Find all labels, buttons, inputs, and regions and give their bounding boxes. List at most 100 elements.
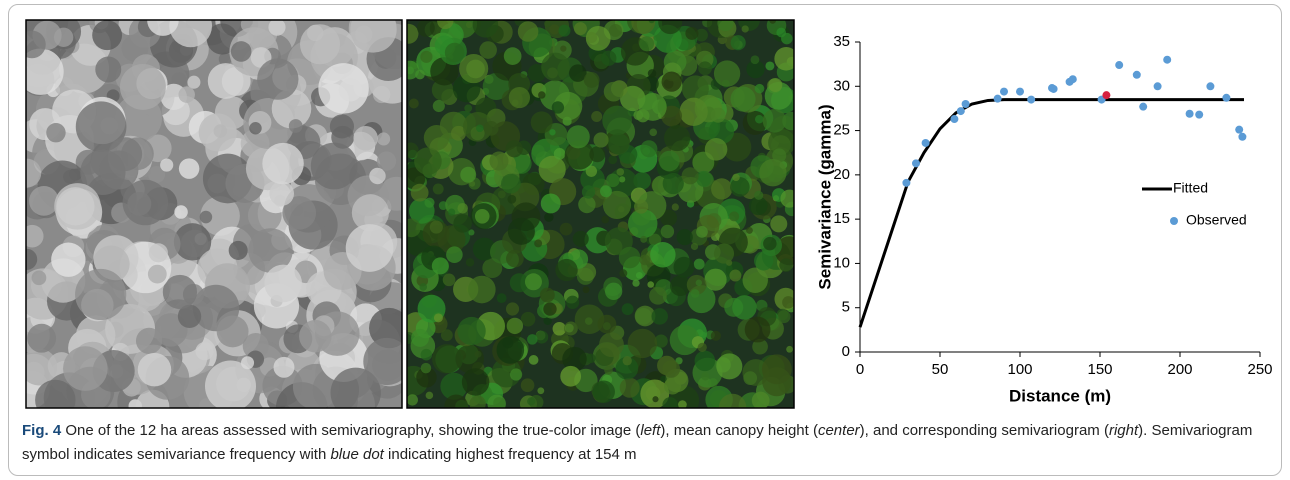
- crown: [616, 168, 624, 176]
- crown: [414, 147, 442, 175]
- crown: [241, 356, 254, 369]
- crown: [510, 368, 522, 380]
- crown: [765, 61, 774, 70]
- crown: [437, 13, 453, 29]
- crown: [123, 180, 169, 226]
- crown: [759, 159, 786, 186]
- crown: [459, 54, 488, 83]
- crown: [640, 140, 657, 157]
- crown: [586, 26, 611, 51]
- figure: Distance (m) Semivariance (gamma) 051015…: [0, 0, 1290, 415]
- crown: [468, 229, 474, 235]
- crown: [466, 21, 473, 28]
- crown: [593, 381, 615, 403]
- crown: [658, 10, 682, 34]
- crown: [639, 93, 667, 121]
- caption-text: blue dot: [330, 446, 383, 463]
- crown: [743, 371, 757, 385]
- y-tick-label: 20: [833, 166, 850, 183]
- crown: [509, 87, 530, 108]
- crown: [672, 203, 679, 210]
- crown: [742, 25, 749, 32]
- observed-point: [1016, 88, 1024, 96]
- crown: [691, 243, 698, 250]
- crown: [578, 196, 595, 213]
- caption-text: One of the 12 ha areas assessed with sem…: [61, 422, 640, 439]
- crown: [518, 21, 539, 42]
- crown: [487, 395, 506, 414]
- crown: [601, 216, 609, 224]
- crown: [346, 224, 394, 272]
- crown: [527, 334, 537, 344]
- crown: [763, 109, 787, 133]
- crown: [639, 36, 654, 51]
- crown: [311, 143, 358, 190]
- crown: [593, 132, 608, 147]
- observed-point: [922, 139, 930, 147]
- crown: [179, 158, 199, 178]
- observed-point: [1186, 110, 1194, 118]
- crown: [473, 12, 498, 37]
- crown: [417, 19, 435, 37]
- crown: [535, 331, 548, 344]
- crown: [187, 76, 200, 89]
- crown: [604, 366, 613, 375]
- crown: [421, 363, 432, 374]
- crown: [698, 61, 712, 75]
- crown: [755, 84, 765, 94]
- crown: [421, 349, 433, 361]
- crown: [507, 318, 523, 334]
- crown: [300, 24, 340, 64]
- crown: [541, 194, 561, 214]
- crown: [640, 236, 647, 243]
- crown: [504, 47, 522, 65]
- x-tick-label: 200: [1167, 361, 1192, 378]
- crown: [601, 51, 616, 66]
- crown: [464, 104, 472, 112]
- observed-point: [1133, 71, 1141, 79]
- crown: [650, 242, 675, 267]
- crown: [18, 31, 46, 59]
- crown: [51, 243, 85, 277]
- crown: [407, 394, 418, 405]
- crown: [120, 64, 166, 110]
- crown: [583, 286, 590, 293]
- crown: [195, 342, 213, 360]
- crown: [178, 86, 195, 103]
- crown: [174, 205, 187, 218]
- crown: [608, 155, 617, 164]
- crown: [685, 27, 698, 40]
- crown: [662, 72, 682, 92]
- crown: [620, 378, 640, 398]
- caption-text: right: [1109, 422, 1138, 439]
- crown: [582, 185, 595, 198]
- caption: Fig. 4 One of the 12 ha areas assessed w…: [22, 419, 1272, 467]
- observed-point: [1050, 85, 1058, 93]
- crown: [574, 22, 587, 35]
- crown: [434, 313, 443, 322]
- crown: [677, 229, 693, 245]
- crown: [602, 106, 632, 136]
- crown: [537, 387, 544, 394]
- crown: [262, 143, 303, 184]
- crown: [27, 324, 56, 353]
- crown: [506, 140, 523, 157]
- crown: [419, 283, 427, 291]
- crown: [457, 203, 468, 214]
- y-tick-label: 25: [833, 122, 850, 139]
- crown: [506, 250, 524, 268]
- crown: [567, 125, 590, 148]
- x-tick-label: 150: [1087, 361, 1112, 378]
- crown: [274, 357, 295, 378]
- legend-dot: [1170, 217, 1178, 225]
- crown: [249, 122, 261, 134]
- crown: [501, 174, 521, 194]
- crown: [148, 265, 167, 284]
- crown: [762, 367, 791, 396]
- caption-text: ), and corresponding semivariogram (: [860, 422, 1109, 439]
- crown: [433, 184, 444, 195]
- caption-text: indicating highest frequency at 154 m: [384, 446, 637, 463]
- y-tick-label: 30: [833, 77, 850, 94]
- crown: [231, 41, 252, 62]
- crown: [609, 24, 622, 37]
